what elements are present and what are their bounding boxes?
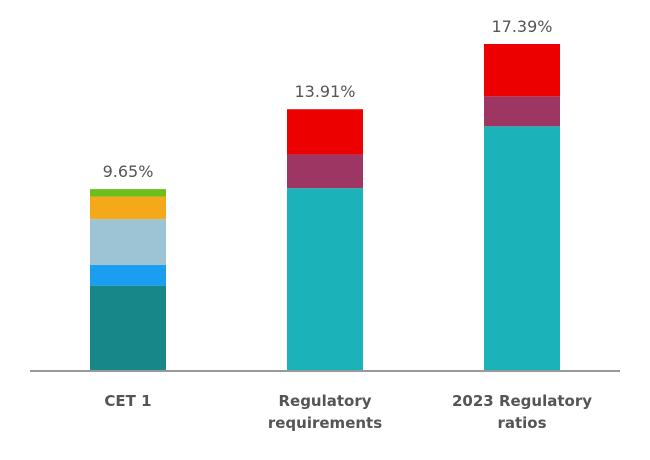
bar-segment	[90, 219, 166, 266]
category-label: Regulatory	[278, 392, 371, 410]
bar-segment	[484, 44, 560, 97]
category-label: requirements	[268, 414, 382, 432]
bar-segment	[90, 265, 166, 286]
bar-segment	[287, 154, 363, 189]
category-label: CET 1	[104, 392, 151, 410]
bar-total-label: 9.65%	[103, 162, 154, 181]
bar-segment	[484, 96, 560, 127]
category-label: 2023 Regulatory	[452, 392, 592, 410]
bar-segment	[90, 189, 166, 197]
bar-segment	[90, 285, 166, 370]
bar-segment	[287, 109, 363, 155]
category-label: ratios	[497, 414, 546, 432]
bar-segment	[90, 196, 166, 220]
bar-total-label: 13.91%	[294, 82, 355, 101]
bar-total-label: 17.39%	[491, 17, 552, 36]
bar-segment	[287, 188, 363, 370]
bar-segment	[484, 126, 560, 370]
